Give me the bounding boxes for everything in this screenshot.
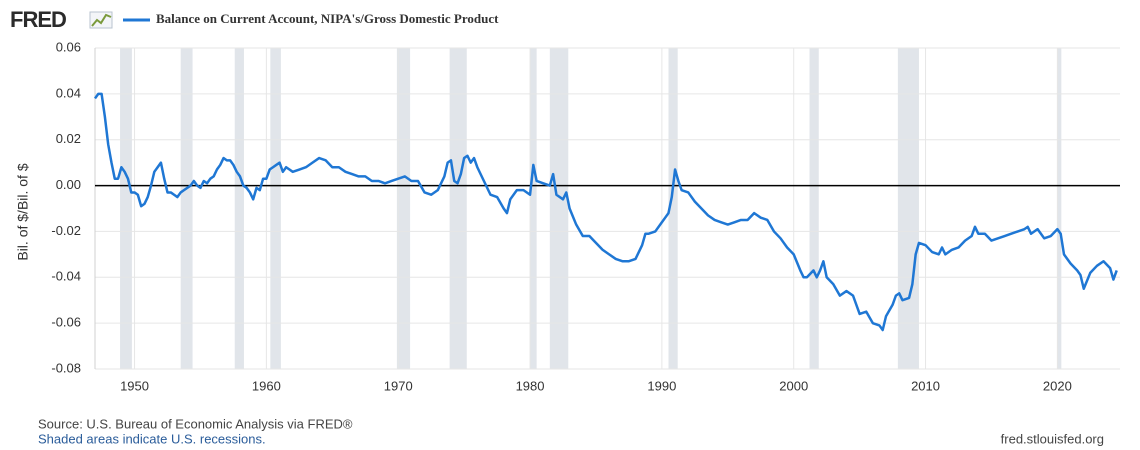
legend-label: Balance on Current Account, NIPA's/Gross… xyxy=(156,11,499,26)
x-tick-label: 2020 xyxy=(1043,378,1072,393)
recession-note: Shaded areas indicate U.S. recessions. xyxy=(38,431,266,446)
plot-area xyxy=(93,47,1120,370)
recession-band xyxy=(668,48,678,369)
recession-band xyxy=(1057,48,1062,369)
x-tick-label: 1980 xyxy=(516,378,545,393)
y-tick-label: 0.06 xyxy=(56,39,81,54)
x-tick-label: 1990 xyxy=(647,378,676,393)
x-tick-label: 1950 xyxy=(120,378,149,393)
recession-band xyxy=(180,48,193,369)
recession-band xyxy=(897,48,919,369)
y-tick-label: 0.00 xyxy=(56,177,81,192)
recession-band xyxy=(549,48,569,369)
y-tick-label: -0.02 xyxy=(51,223,81,238)
source: Source: U.S. Bureau of Economic Analysis… xyxy=(38,416,353,431)
logo: FRED xyxy=(10,7,66,32)
recession-band xyxy=(234,48,244,369)
data-line xyxy=(93,92,1118,332)
y-tick-label: -0.06 xyxy=(51,315,81,330)
recession-band xyxy=(449,48,467,369)
x-tick-label: 1970 xyxy=(384,378,413,393)
y-tick-label: 0.04 xyxy=(56,85,81,100)
y-axis-label: Bil. of $/Bil. of $ xyxy=(15,163,31,260)
y-tick-label: -0.08 xyxy=(51,360,81,375)
recession-band xyxy=(530,48,537,369)
x-tick-label: 2010 xyxy=(911,378,940,393)
recession-band xyxy=(120,48,132,369)
logo-icon xyxy=(89,11,113,29)
x-tick-label: 1960 xyxy=(252,378,281,393)
site-url: fred.stlouisfed.org xyxy=(1001,431,1104,446)
recession-band xyxy=(270,48,281,369)
y-tick-label: -0.04 xyxy=(51,269,81,284)
x-tick-label: 2000 xyxy=(779,378,808,393)
recession-band xyxy=(396,48,411,369)
y-tick-label: 0.02 xyxy=(56,131,81,146)
recession-band xyxy=(809,48,819,369)
